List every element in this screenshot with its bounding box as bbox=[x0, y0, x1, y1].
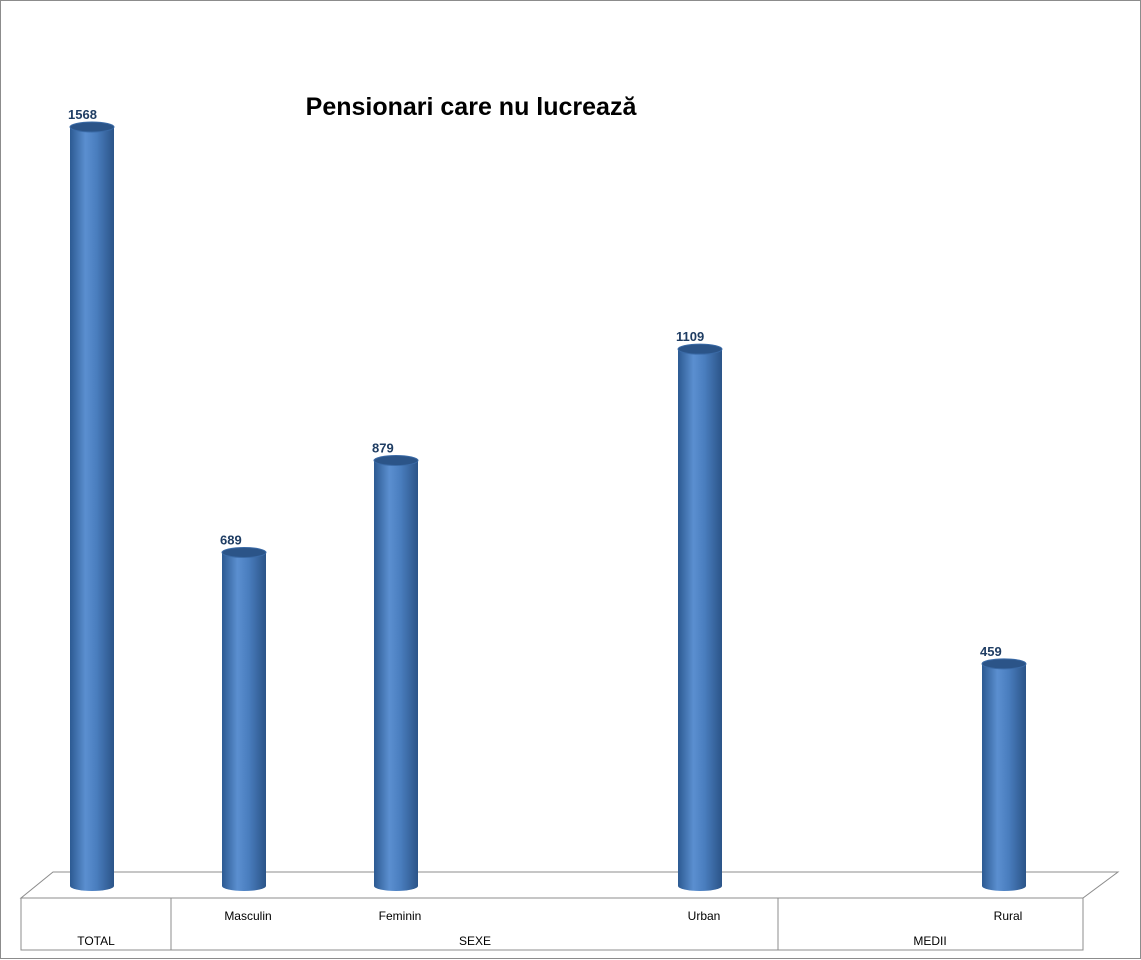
bar-body bbox=[678, 349, 722, 891]
bar-top-cap bbox=[69, 121, 115, 133]
category-axis-table bbox=[20, 897, 1084, 951]
bar-rural bbox=[981, 658, 1027, 891]
data-label: 459 bbox=[980, 644, 1002, 659]
group-label-medii: MEDII bbox=[913, 934, 946, 948]
bar-body bbox=[374, 460, 418, 891]
chart-title: Pensionari care nu lucrează bbox=[306, 93, 638, 121]
group-label-sexe: SEXE bbox=[459, 934, 491, 948]
bar-masculin bbox=[221, 546, 267, 891]
data-label: 689 bbox=[220, 532, 242, 547]
bar-feminin bbox=[373, 455, 419, 891]
bar-body bbox=[222, 552, 266, 891]
bar-urban bbox=[677, 343, 723, 891]
bar-body bbox=[982, 663, 1026, 891]
bar-top-cap bbox=[677, 343, 723, 355]
group-label-total: TOTAL bbox=[77, 934, 115, 948]
bar-total bbox=[69, 121, 115, 891]
data-label: 1109 bbox=[676, 329, 704, 344]
bar-top-cap bbox=[221, 546, 267, 558]
data-label: 879 bbox=[372, 441, 394, 456]
category-tick-label: Masculin bbox=[224, 909, 271, 923]
bar-top-cap bbox=[981, 658, 1027, 670]
bar-top-cap bbox=[373, 455, 419, 467]
bar-body bbox=[70, 127, 114, 891]
chart-floor bbox=[19, 871, 1120, 899]
labels-layer: 1568 689 Masculin 879 Feminin 1109 Urban 459 Rur… bbox=[68, 107, 1022, 948]
bars-layer bbox=[69, 121, 1027, 891]
category-tick-label: Urban bbox=[688, 909, 721, 923]
category-tick-label: Rural bbox=[994, 909, 1023, 923]
category-tick-label: Feminin bbox=[379, 909, 422, 923]
data-label: 1568 bbox=[68, 107, 97, 122]
